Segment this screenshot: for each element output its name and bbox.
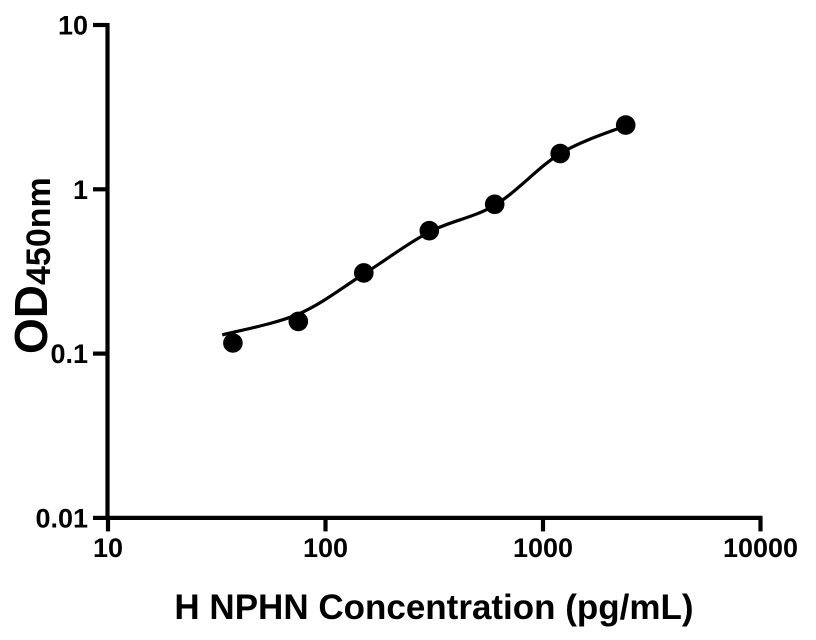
data-point (484, 194, 505, 215)
y-tick-label: 0.01 (35, 503, 88, 533)
y-axis-title-subscript: 450nm (20, 177, 58, 285)
x-tick-label: 10000 (723, 533, 798, 563)
data-point (288, 311, 309, 332)
y-tick-label: 10 (58, 11, 88, 41)
y-tick-label: 0.1 (50, 339, 88, 369)
data-point-layer (223, 115, 636, 353)
x-axis-title: H NPHN Concentration (pg/mL) (174, 588, 693, 627)
data-point (223, 333, 243, 353)
y-axis-title-main: OD (5, 285, 57, 354)
data-point (550, 143, 570, 164)
y-axis-title: OD450nm (5, 177, 58, 354)
data-point (615, 115, 636, 135)
x-tick-label: 1000 (513, 533, 573, 563)
axis-layer (93, 22, 763, 532)
x-tick-label: 10 (93, 533, 123, 563)
data-point (419, 220, 440, 241)
x-tick-label: 100 (303, 533, 348, 563)
data-point (354, 263, 374, 283)
y-tick-label: 1 (73, 175, 88, 205)
